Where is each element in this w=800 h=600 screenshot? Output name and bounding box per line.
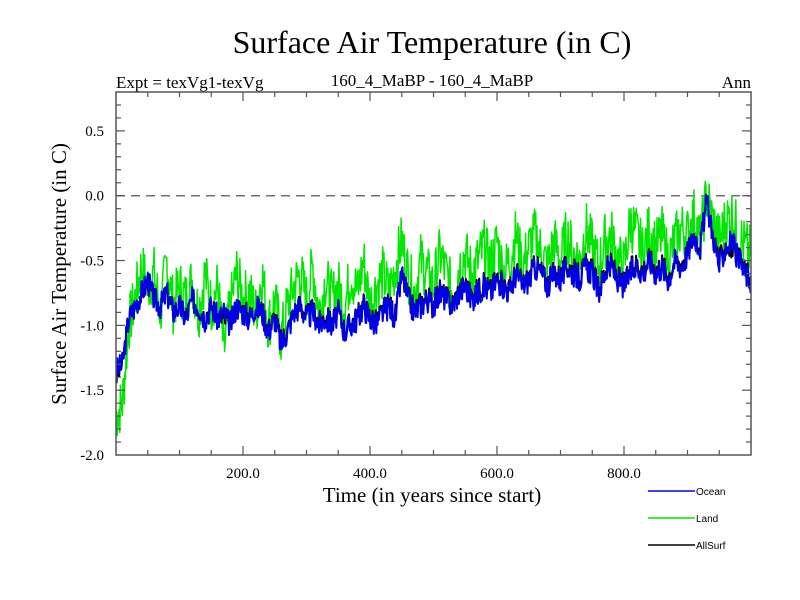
x-tick-labels: 200.0 400.0 600.0 800.0 [226, 466, 641, 482]
y-axis-label: Surface Air Temperature (in C) [47, 143, 71, 405]
legend-label: Land [696, 514, 718, 525]
legend: Ocean Land AllSurf [648, 487, 726, 552]
x-tick-label: 600.0 [480, 466, 514, 482]
y-tick-labels: 0.5 0.0 -0.5 -1.0 -1.5 -2.0 [80, 124, 104, 464]
y-tick-label: 0.5 [85, 124, 104, 140]
axis-ticks [116, 92, 751, 455]
season-label: Ann [722, 73, 752, 92]
y-tick-label: 0.0 [85, 189, 104, 205]
series-line-ocean [116, 193, 751, 379]
experiment-label: Expt = texVg1-texVg [116, 73, 264, 92]
legend-label: Ocean [696, 487, 725, 498]
period-label: 160_4_MaBP - 160_4_MaBP [331, 71, 533, 90]
chart-title: Surface Air Temperature (in C) [233, 24, 632, 60]
y-tick-label: -1.0 [80, 318, 104, 334]
legend-item-land: Land [648, 514, 718, 525]
y-tick-label: -1.5 [80, 383, 104, 399]
legend-item-ocean: Ocean [648, 487, 725, 498]
x-tick-label: 400.0 [353, 466, 387, 482]
x-tick-label: 800.0 [607, 466, 641, 482]
legend-item-allsurf: AllSurf [648, 541, 726, 552]
series-group [116, 180, 751, 437]
x-axis-label: Time (in years since start) [323, 483, 542, 507]
x-tick-label: 200.0 [226, 466, 260, 482]
y-tick-label: -2.0 [80, 448, 104, 464]
y-tick-label: -0.5 [80, 254, 104, 270]
legend-label: AllSurf [696, 541, 726, 552]
plot-area [116, 180, 751, 437]
